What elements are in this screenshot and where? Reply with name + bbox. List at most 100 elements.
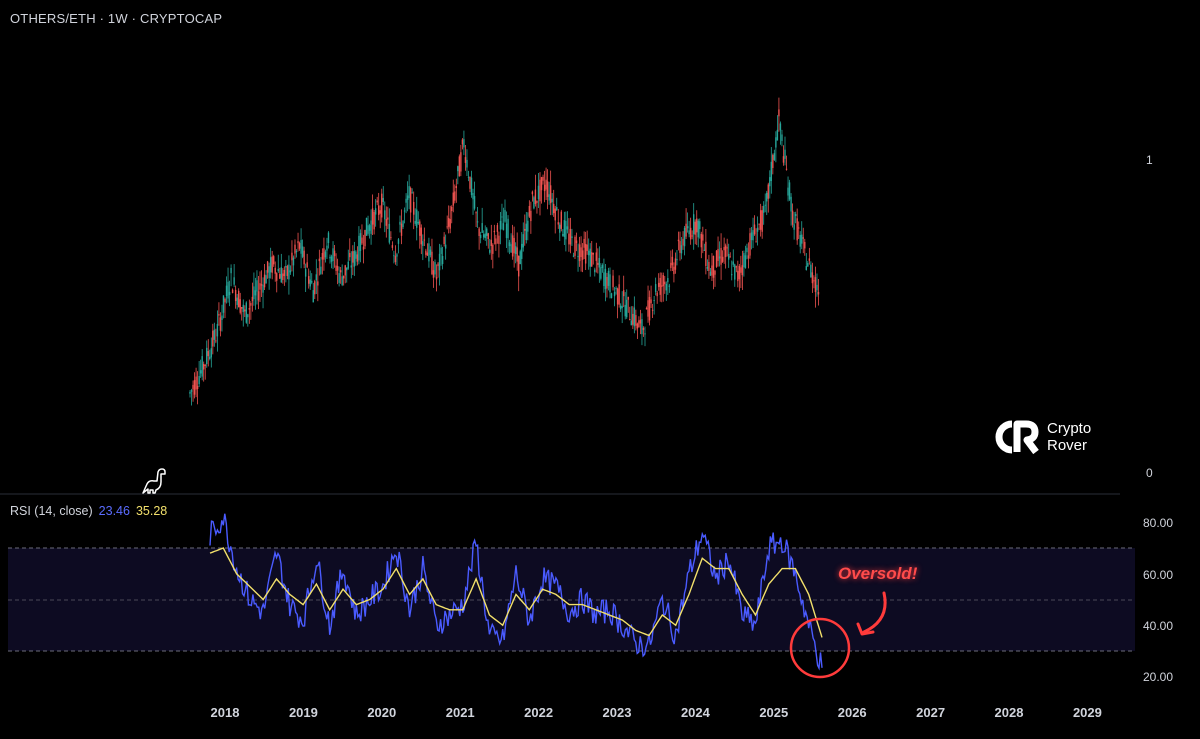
candle-body	[756, 227, 759, 232]
candle-body	[811, 272, 814, 284]
candle-body	[718, 256, 721, 259]
candle-body	[651, 309, 654, 311]
candle-body	[540, 177, 543, 191]
candle-body	[784, 149, 786, 159]
candle-body	[228, 291, 231, 296]
candle-body	[571, 236, 573, 238]
candle-body	[356, 254, 359, 262]
crypto-rover-logo-icon	[995, 420, 1039, 455]
candle-body	[808, 258, 811, 261]
candle-body	[732, 261, 734, 265]
x-axis-label: 2019	[289, 705, 318, 720]
candle-body	[642, 328, 645, 330]
candle-body	[513, 237, 515, 254]
candle-body	[735, 266, 738, 268]
candle-body	[458, 156, 461, 177]
candle-body	[600, 267, 602, 279]
candle-body	[472, 193, 474, 200]
candle-body	[816, 284, 818, 291]
candle-body	[461, 139, 464, 145]
candle-body	[761, 210, 763, 232]
candle-body	[770, 161, 773, 181]
candle-body	[397, 239, 400, 244]
candle-body	[753, 224, 756, 235]
candle-body	[368, 225, 371, 231]
candle-body	[330, 256, 333, 262]
candle-body	[460, 152, 462, 172]
candle-body	[376, 200, 378, 203]
candle-body	[706, 267, 709, 269]
candle-body	[525, 223, 528, 241]
candle-body	[402, 221, 404, 228]
rsi-axis-tick: 40.00	[1143, 619, 1173, 633]
candle-body	[801, 234, 803, 244]
candle-body	[350, 265, 353, 268]
x-axis-label: 2024	[681, 705, 711, 720]
candle-body	[251, 296, 254, 301]
rsi-axis-tick: 80.00	[1143, 516, 1173, 530]
candle-body	[215, 340, 217, 342]
candle-body	[440, 247, 442, 254]
candle-body	[379, 210, 381, 214]
candle-body	[591, 252, 593, 267]
candle-body	[510, 244, 512, 253]
candle-body	[288, 264, 290, 280]
candle-body	[711, 265, 713, 276]
candle-body	[528, 205, 531, 217]
rsi-value: 23.46	[98, 504, 130, 518]
x-axis-label: 2025	[759, 705, 788, 720]
candle-body	[813, 280, 815, 282]
candle-body	[501, 216, 503, 218]
candle-body	[715, 250, 718, 267]
candle-body	[388, 223, 391, 243]
rsi-label: RSI (14, close)	[10, 504, 93, 518]
candle-body	[531, 191, 534, 195]
candle-body	[726, 247, 728, 249]
candle-body	[519, 251, 521, 265]
candle-body	[362, 246, 365, 250]
candle-body	[457, 166, 459, 172]
candle-body	[662, 275, 664, 287]
candle-body	[514, 246, 517, 254]
candle-body	[242, 304, 244, 312]
candle-body	[680, 245, 683, 254]
candle-body	[481, 223, 483, 233]
candle-body	[469, 176, 471, 189]
candle-body	[195, 376, 197, 390]
candle-body	[537, 185, 540, 200]
candle-body	[496, 225, 499, 232]
candle-body	[429, 249, 432, 256]
candle-body	[511, 235, 514, 257]
candle-body	[444, 244, 447, 249]
candle-body	[307, 276, 310, 284]
candle-body	[338, 273, 340, 283]
candle-body	[712, 256, 715, 278]
candle-body	[657, 282, 660, 287]
candle-body	[580, 247, 582, 258]
candle-body	[654, 284, 657, 292]
candle-body	[347, 261, 349, 269]
candle-body	[336, 265, 339, 271]
candle-body	[667, 278, 669, 283]
candle-body	[417, 221, 419, 224]
candle-body	[495, 238, 497, 245]
candle-body	[292, 257, 295, 266]
candle-body	[594, 269, 596, 273]
candle-body	[306, 262, 308, 268]
candle-body	[374, 208, 377, 215]
candle-body	[498, 235, 500, 244]
candle-body	[755, 241, 757, 243]
candle-body	[324, 251, 327, 258]
candle-body	[285, 265, 287, 268]
candle-body	[327, 232, 330, 243]
candle-body	[361, 237, 363, 244]
candle-body	[489, 249, 491, 253]
candle-body	[505, 223, 508, 238]
candle-body	[230, 267, 232, 274]
candle-body	[475, 212, 477, 214]
candle-body	[530, 210, 532, 222]
candle-body	[269, 257, 272, 273]
candle-body	[708, 261, 710, 271]
